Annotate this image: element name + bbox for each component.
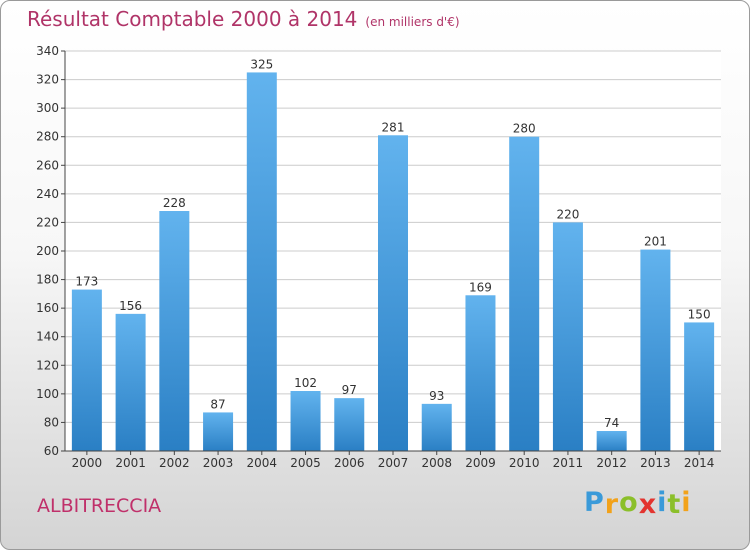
x-tick-label-2001: 2001 [115, 456, 146, 470]
x-tick-label-2004: 2004 [247, 456, 278, 470]
logo-letter: i [681, 487, 692, 518]
value-label-2012: 74 [604, 416, 619, 430]
y-tick-label: 300 [36, 101, 59, 115]
logo-letter: P [584, 487, 605, 518]
y-tick-label: 320 [36, 73, 59, 87]
x-tick-label-2006: 2006 [334, 456, 365, 470]
y-tick-label: 200 [36, 244, 59, 258]
x-tick-label-2013: 2013 [640, 456, 671, 470]
logo-letter: x [638, 489, 658, 520]
y-tick-label: 160 [36, 301, 59, 315]
bars [71, 72, 715, 452]
y-tick-label: 140 [36, 330, 59, 344]
y-tick-label: 260 [36, 158, 59, 172]
bar-2011 [552, 222, 583, 451]
value-label-2011: 220 [556, 207, 579, 221]
bar-2001 [115, 313, 146, 451]
chart-title-block: Résultat Comptable 2000 à 2014 (en millie… [27, 7, 460, 31]
x-tick-label-2000: 2000 [72, 456, 103, 470]
y-tick-label: 220 [36, 215, 59, 229]
value-label-2001: 156 [119, 299, 142, 313]
y-tick-label: 180 [36, 273, 59, 287]
y-tick-label: 80 [44, 415, 59, 429]
y-tick-label: 100 [36, 387, 59, 401]
commune-name: ALBITRECCIA [37, 495, 162, 517]
bar-2008 [421, 403, 452, 451]
value-label-2009: 169 [469, 280, 492, 294]
x-tick-label-2008: 2008 [421, 456, 452, 470]
bar-2012 [596, 431, 627, 451]
value-labels: 173 156 228 87 325 102 97 281 93 169 280 220 74 201 15… [75, 57, 710, 430]
x-tick-label-2010: 2010 [509, 456, 540, 470]
x-tick-label-2003: 2003 [203, 456, 234, 470]
value-label-2007: 281 [382, 120, 405, 134]
value-label-2006: 97 [342, 383, 357, 397]
x-tick-label-2011: 2011 [553, 456, 584, 470]
x-tick-label-2012: 2012 [596, 456, 627, 470]
bar-2000 [71, 289, 102, 451]
bar-2010 [509, 136, 540, 451]
bar-2014 [684, 322, 715, 451]
y-axis-ticks: 60 80 100 120 140 160 180 200 220 240 260 280 300 320… [36, 44, 65, 458]
bar-2005 [290, 391, 321, 451]
y-tick-label: 280 [36, 130, 59, 144]
value-label-2014: 150 [688, 307, 711, 321]
x-tick-label-2009: 2009 [465, 456, 496, 470]
value-label-2003: 87 [210, 397, 225, 411]
bar-2013 [640, 249, 671, 451]
value-label-2004: 325 [250, 57, 273, 71]
bar-2004 [246, 72, 277, 451]
value-label-2000: 173 [75, 275, 98, 289]
y-tick-label: 120 [36, 358, 59, 372]
y-tick-label: 60 [44, 444, 59, 458]
value-label-2005: 102 [294, 376, 317, 390]
bar-2003 [203, 412, 234, 451]
x-tick-label-2007: 2007 [378, 456, 409, 470]
x-tick-label-2005: 2005 [290, 456, 321, 470]
chart-unit: (en milliers d'€) [365, 15, 460, 29]
x-tick-label-2002: 2002 [159, 456, 190, 470]
value-label-2002: 228 [163, 196, 186, 210]
bar-2007 [378, 135, 408, 452]
logo-letter: o [619, 487, 639, 518]
logo-letter: t [667, 489, 682, 520]
logo-letter: i [657, 487, 668, 518]
bar-2006 [334, 398, 365, 451]
y-tick-label: 240 [36, 187, 59, 201]
value-label-2013: 201 [644, 235, 667, 249]
value-label-2010: 280 [513, 122, 536, 136]
x-axis-ticks: 2000 2001 2002 2003 2004 2005 2006 2007 2008 2009… [72, 451, 715, 470]
x-tick-label-2014: 2014 [684, 456, 715, 470]
bar-2009 [465, 295, 496, 451]
chart-title: Résultat Comptable 2000 à 2014 [27, 7, 358, 31]
value-label-2008: 93 [429, 389, 444, 403]
logo-letter: r [604, 489, 620, 520]
y-tick-label: 340 [36, 44, 59, 58]
proxiti-logo: Proxiti [584, 487, 692, 520]
bar-2002 [159, 211, 190, 451]
